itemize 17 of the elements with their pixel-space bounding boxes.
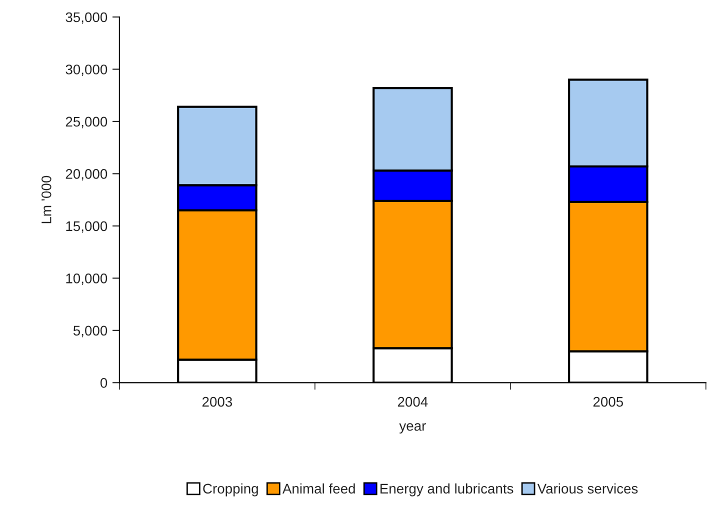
y-tick-label: 30,000 <box>66 64 108 76</box>
x-tick-label: 2005 <box>593 396 624 407</box>
legend-label: Cropping <box>203 483 258 496</box>
legend-label: Various services <box>537 483 638 494</box>
y-tick-label: 5,000 <box>73 326 108 338</box>
legend-label: Animal feed <box>282 483 355 494</box>
y-tick-label: 20,000 <box>66 169 108 181</box>
y-tick-label: 0 <box>100 378 108 388</box>
legend-label: Energy and lubricants <box>380 483 514 496</box>
x-tick-label: 2004 <box>398 396 428 407</box>
y-tick-label: 35,000 <box>66 12 108 24</box>
x-axis-title: year <box>399 423 426 434</box>
y-tick-label: 10,000 <box>66 274 108 285</box>
y-tick-label: 25,000 <box>66 116 108 128</box>
x-tick-label: 2003 <box>202 396 232 407</box>
y-tick-label: 15,000 <box>66 221 108 233</box>
y-axis-title: Lm '000 <box>41 176 52 224</box>
